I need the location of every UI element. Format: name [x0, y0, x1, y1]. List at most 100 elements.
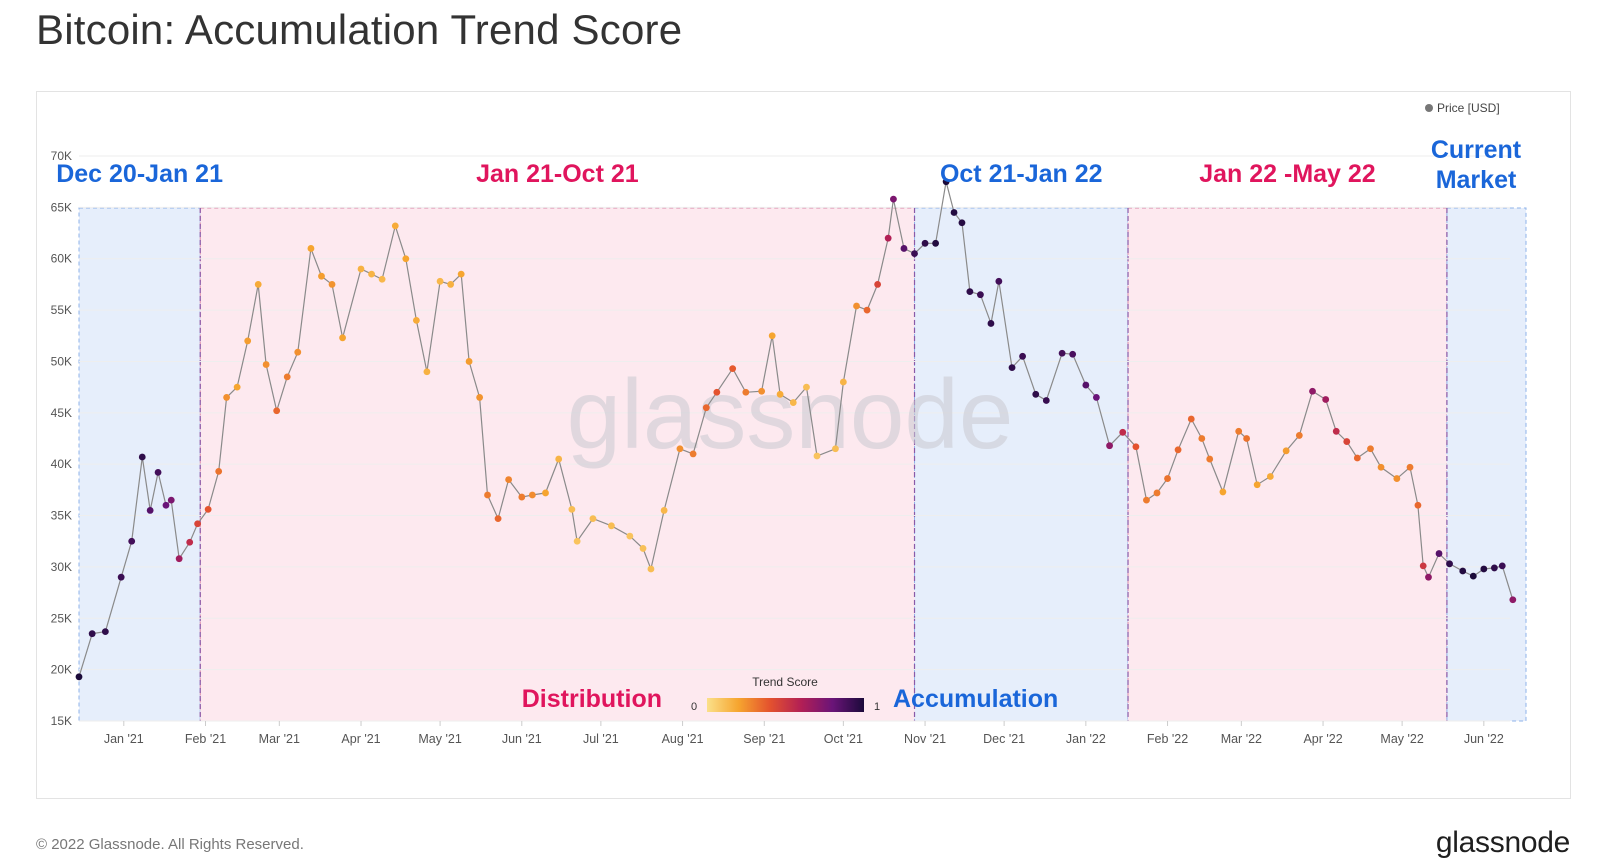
price-point: [639, 545, 647, 552]
price-point: [1282, 447, 1290, 455]
price-point: [436, 277, 444, 285]
x-tick-label: Jul '21: [583, 732, 619, 746]
x-tick-label: Nov '21: [904, 732, 946, 746]
price-point: [1119, 428, 1127, 436]
price-point: [1353, 454, 1361, 462]
price-point: [528, 491, 536, 499]
price-point: [423, 368, 431, 376]
price-point: [254, 281, 262, 288]
x-tick-label: Aug '21: [662, 732, 704, 746]
y-tick-label: 25K: [51, 611, 72, 625]
legend-dot-icon: [1425, 104, 1433, 112]
price-point: [1509, 596, 1517, 604]
price-point: [1446, 560, 1453, 568]
price-point: [568, 505, 576, 513]
price-point: [813, 452, 821, 460]
price-point: [1343, 438, 1351, 445]
price-point: [194, 520, 202, 528]
price-point: [839, 378, 847, 386]
price-point: [1008, 364, 1016, 372]
price-point: [1459, 567, 1467, 575]
price-point: [1393, 475, 1401, 482]
price-point: [911, 250, 918, 257]
price-points: [75, 178, 1517, 681]
price-point: [204, 505, 212, 513]
y-tick-label: 55K: [51, 303, 72, 317]
price-point: [402, 255, 410, 263]
price-point: [689, 450, 697, 458]
price-point: [1498, 562, 1506, 570]
price-point: [702, 404, 710, 412]
price-point: [987, 320, 995, 327]
x-tick-label: Jun '21: [502, 732, 542, 746]
price-point: [223, 394, 230, 401]
price-point: [713, 388, 721, 396]
price-point: [518, 493, 526, 501]
price-point: [1367, 445, 1374, 453]
colorbar-min-label: 0: [691, 701, 697, 713]
y-axis: 15K 20K 25K 30K 35K 40K 45K 50K 55K 60K 65K 70K: [51, 149, 72, 728]
legend: Price [USD]: [1425, 101, 1500, 115]
price-point: [676, 445, 684, 453]
y-tick-label: 40K: [51, 457, 72, 471]
price-point: [494, 515, 502, 523]
price-point: [874, 281, 882, 288]
price-point: [162, 501, 170, 509]
price-point: [1174, 446, 1182, 454]
price-point: [412, 316, 420, 324]
price-point: [803, 383, 810, 391]
price-point: [505, 476, 513, 483]
price-point: [1143, 496, 1150, 504]
price-point: [138, 453, 146, 461]
price-point: [1480, 565, 1488, 573]
price-point: [555, 455, 563, 463]
price-point: [900, 245, 908, 252]
price-point: [1082, 381, 1090, 389]
price-point: [273, 407, 281, 415]
price-point: [1235, 427, 1243, 435]
price-point: [1490, 564, 1498, 572]
price-point: [742, 388, 750, 396]
price-point: [1377, 463, 1385, 471]
price-point: [1058, 349, 1066, 357]
price-point: [167, 496, 175, 504]
price-point: [1419, 562, 1427, 570]
copyright-footer: © 2022 Glassnode. All Rights Reserved.: [36, 836, 304, 853]
price-point: [608, 522, 615, 530]
price-point: [1309, 387, 1316, 395]
price-point: [758, 387, 766, 395]
price-point: [890, 195, 897, 203]
price-point: [1219, 488, 1227, 496]
price-point: [146, 507, 154, 514]
colorbar-gradient: [707, 698, 864, 712]
brand-logo[interactable]: glassnode: [1435, 826, 1570, 859]
price-point: [1295, 432, 1303, 439]
y-tick-label: 70K: [51, 149, 72, 163]
price-point: [573, 537, 581, 545]
price-point: [1332, 427, 1340, 435]
x-tick-label: Mar '21: [259, 732, 300, 746]
legend-label[interactable]: Price [USD]: [1437, 101, 1500, 115]
price-point: [244, 337, 252, 345]
y-tick-label: 35K: [51, 509, 72, 523]
price-point: [942, 178, 950, 186]
price-point: [88, 630, 96, 638]
annotation-distribution: Distribution: [522, 685, 662, 713]
price-point: [1164, 475, 1171, 482]
x-tick-label: Sep '21: [743, 732, 785, 746]
price-point: [1198, 435, 1206, 442]
price-point: [1092, 394, 1100, 401]
x-tick-label: Jun '22: [1464, 732, 1504, 746]
price-point: [1243, 435, 1251, 442]
price-point: [966, 288, 974, 295]
price-point: [128, 537, 136, 545]
chart-title: Bitcoin: Accumulation Trend Score: [36, 6, 683, 53]
region-label: Jan 21-Oct 21: [476, 160, 639, 188]
price-point: [1019, 352, 1026, 360]
price-point: [233, 383, 241, 391]
price-point: [542, 489, 549, 497]
price-point: [977, 291, 984, 299]
price-point: [457, 270, 465, 278]
y-tick-label: 65K: [51, 200, 72, 214]
